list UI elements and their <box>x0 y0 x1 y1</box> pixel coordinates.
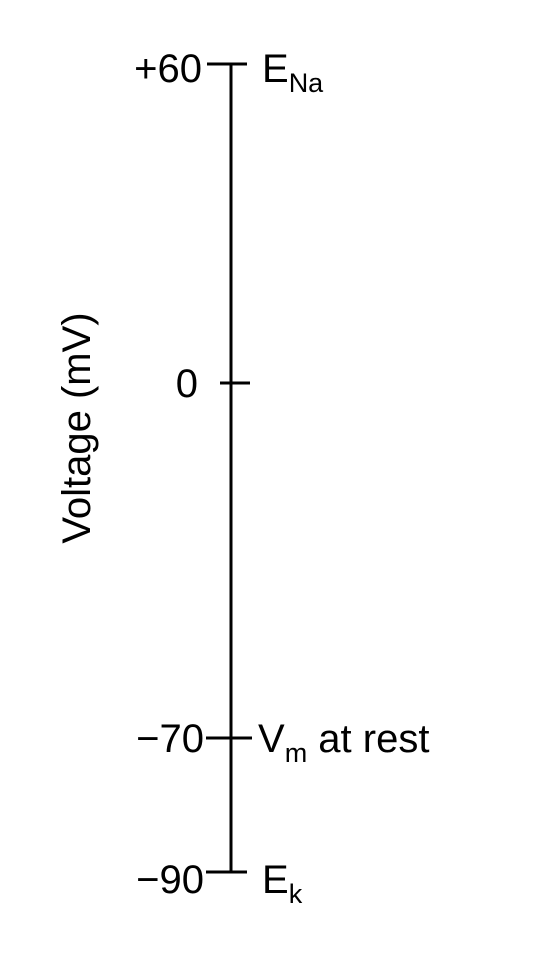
marker-subscript: Na <box>289 68 324 98</box>
tick-minus-70: −70 <box>136 717 252 761</box>
marker-subscript: m <box>285 738 308 768</box>
tick-label: 0 <box>176 362 198 406</box>
tick-zero: 0 <box>176 362 250 406</box>
marker-symbol: V <box>258 717 285 761</box>
tick-minus-90: −90 <box>136 858 247 902</box>
marker-subscript: k <box>289 879 303 909</box>
marker-suffix: at rest <box>307 717 429 761</box>
marker-e-na: ENa <box>262 47 324 98</box>
tick-label: −70 <box>136 717 204 761</box>
tick-plus-60: +60 <box>134 47 247 91</box>
tick-label: −90 <box>136 858 204 902</box>
marker-vm-at-rest: Vm at rest <box>258 717 429 768</box>
tick-label: +60 <box>134 47 202 91</box>
marker-symbol: E <box>262 47 289 91</box>
axis-title: Voltage (mV) <box>55 312 99 543</box>
marker-symbol: E <box>262 858 289 902</box>
marker-e-k: Ek <box>262 858 303 909</box>
